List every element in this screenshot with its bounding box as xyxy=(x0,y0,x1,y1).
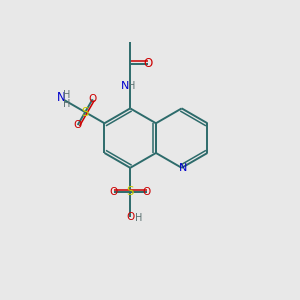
Text: S: S xyxy=(127,185,134,198)
Text: O: O xyxy=(126,212,134,222)
Text: H: H xyxy=(63,90,70,100)
Text: H: H xyxy=(128,81,135,91)
Text: O: O xyxy=(88,94,97,104)
Text: N: N xyxy=(121,80,129,91)
Text: O: O xyxy=(143,57,153,70)
Text: H: H xyxy=(63,99,70,109)
Text: O: O xyxy=(142,187,151,196)
Text: S: S xyxy=(82,106,89,118)
Text: H: H xyxy=(135,213,142,224)
Text: N: N xyxy=(179,163,188,173)
Text: N: N xyxy=(56,92,65,104)
Text: O: O xyxy=(110,187,118,196)
Text: O: O xyxy=(74,120,82,130)
